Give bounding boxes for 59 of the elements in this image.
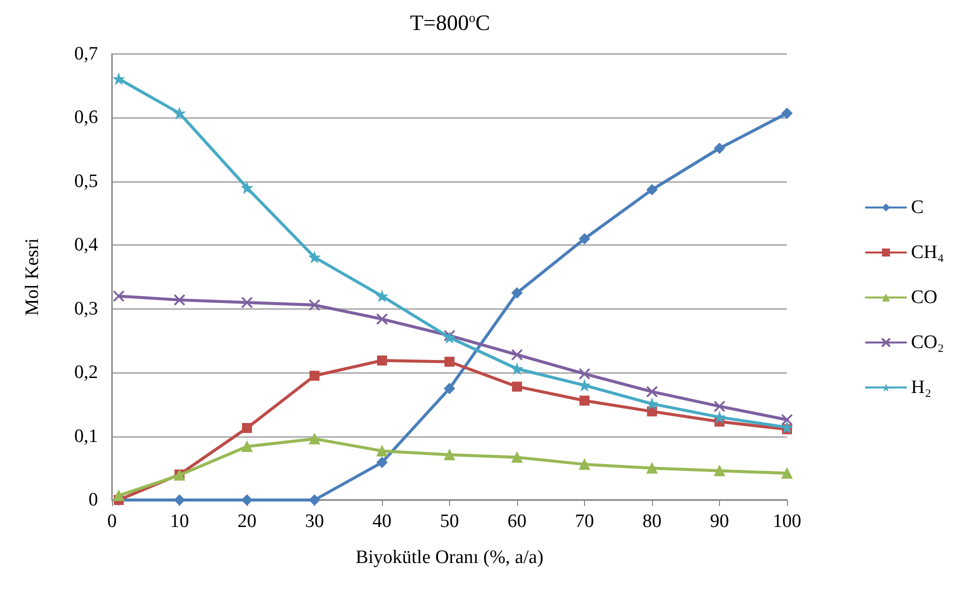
point: [714, 412, 725, 423]
x-tick-label: 80: [642, 511, 662, 532]
point: [241, 296, 253, 308]
point: [444, 383, 455, 394]
point: [174, 108, 185, 119]
point: [781, 414, 793, 426]
x-tick-label: 90: [710, 511, 729, 532]
y-tick-label: 0: [88, 490, 98, 510]
x-tick-label: 50: [440, 511, 459, 532]
legend-label: CO₂: [910, 332, 944, 353]
point: [242, 423, 252, 434]
x-tick-label: 40: [372, 511, 392, 532]
point: [377, 355, 387, 366]
legend-label: CO: [910, 287, 938, 308]
point: [578, 368, 590, 380]
y-tick-label: 0,4: [74, 234, 98, 256]
point: [112, 290, 125, 302]
x-tick-label: 100: [772, 511, 802, 532]
point: [113, 73, 124, 84]
point: [444, 332, 455, 344]
point: [714, 400, 726, 412]
point: [714, 142, 725, 154]
legend-label: C: [910, 197, 924, 218]
point: [782, 108, 792, 119]
y-tick-label: 0,7: [74, 44, 98, 64]
point: [646, 386, 658, 398]
y-tick-label: 0,2: [74, 362, 98, 384]
point: [511, 348, 523, 361]
x-tick-label: 30: [305, 511, 324, 532]
legend-label: CH₄: [910, 242, 944, 263]
point: [308, 299, 320, 311]
y-axis-title: Mol Kesri: [22, 238, 43, 316]
x-tick-label: 20: [238, 511, 256, 532]
point: [376, 313, 388, 325]
y-tick-label: 0,6: [74, 107, 98, 128]
x-tick-label: 10: [170, 511, 189, 532]
point: [579, 380, 590, 391]
x-axis-title: Biyokütle Oranı (%, a/a): [356, 547, 544, 568]
y-tick-label: 0,1: [74, 426, 98, 447]
x-tick-label: 70: [575, 511, 594, 532]
y-tick-label: 0,5: [74, 170, 98, 192]
point: [242, 182, 252, 194]
point: [512, 287, 522, 298]
point: [512, 382, 522, 392]
point: [376, 290, 388, 302]
point: [646, 184, 658, 196]
point: [646, 398, 658, 410]
point: [309, 252, 320, 263]
point: [174, 294, 186, 306]
point: [782, 422, 792, 433]
x-tick-label: 60: [508, 511, 526, 532]
point: [310, 370, 320, 381]
x-tick-label: 0: [107, 511, 117, 532]
y-tick-label: 0,3: [74, 298, 98, 320]
point: [580, 396, 590, 406]
point: [444, 356, 454, 367]
point: [512, 363, 522, 374]
legend-label: H₂: [910, 377, 932, 398]
point: [579, 233, 590, 244]
